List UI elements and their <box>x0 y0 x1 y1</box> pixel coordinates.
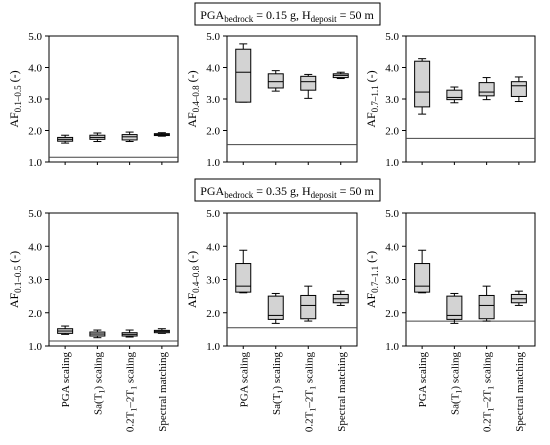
box-3 <box>121 131 138 143</box>
box-1 <box>414 249 431 294</box>
y-tick-label: 4.0 <box>385 241 399 253</box>
box-iqr <box>235 48 252 103</box>
y-tick-label: 4.0 <box>206 63 220 75</box>
x-tick-label: 0.2T1–2T1 scaling <box>482 352 496 433</box>
x-tick-label: Spectral matching <box>157 352 169 432</box>
y-tick-label: 5.0 <box>206 208 220 220</box>
y-tick-label: 3.0 <box>28 275 42 287</box>
condition-banner: PGAbedrock = 0.35 g, Hdeposit = 50 m <box>194 178 381 202</box>
box-1 <box>235 43 252 103</box>
banner-box <box>194 178 381 202</box>
box-3 <box>478 285 495 322</box>
y-tick-label: 4.0 <box>385 63 399 75</box>
box-4 <box>332 71 349 80</box>
y-tick-label: 2.0 <box>28 308 42 320</box>
box-2 <box>446 292 463 324</box>
box-iqr <box>414 263 431 293</box>
y-axis-label: AF0.1–0.5 (-) <box>7 251 23 308</box>
y-tick-label: 1.0 <box>385 341 399 353</box>
y-tick-label: 2.0 <box>28 126 42 138</box>
y-tick-label: 2.0 <box>206 308 220 320</box>
y-tick-label: 1.0 <box>385 157 399 169</box>
box-3 <box>300 285 317 322</box>
y-tick-label: 5.0 <box>28 31 42 43</box>
x-tick-label: 0.2T1–2T1 scaling <box>303 352 317 433</box>
box-4 <box>510 290 527 306</box>
y-tick-label: 5.0 <box>385 208 399 220</box>
box-2 <box>89 329 106 339</box>
panel-bottom-2: 1.0 2.0 3.0 4.0 5.0 AF0.4–0.8 (-) PGA scaling S… <box>185 208 358 433</box>
y-tick-label: 5.0 <box>385 31 399 43</box>
box-4 <box>510 76 527 103</box>
box-iqr <box>300 294 317 320</box>
y-tick-label: 4.0 <box>206 241 220 253</box>
y-tick-label: 4.0 <box>28 63 42 75</box>
box-iqr <box>235 263 252 293</box>
box-iqr <box>414 60 431 108</box>
y-tick-label: 1.0 <box>28 157 42 169</box>
box-iqr <box>510 81 527 97</box>
x-tick-label: PGA scaling <box>238 352 250 408</box>
box-3 <box>121 329 138 338</box>
box-4 <box>332 290 349 306</box>
y-tick-label: 4.0 <box>28 241 42 253</box>
banner-text: PGAbedrock = 0.15 g, Hdeposit = 50 m <box>200 8 374 24</box>
box-2 <box>446 86 463 104</box>
box-1 <box>57 325 74 335</box>
banner-text: PGAbedrock = 0.35 g, Hdeposit = 50 m <box>200 184 374 200</box>
box-1 <box>235 249 252 294</box>
box-iqr <box>478 82 495 97</box>
panel-bottom-3: 1.0 2.0 3.0 4.0 5.0 AF0.7–1.1 (-) PGA scaling S… <box>364 208 536 433</box>
box-4 <box>153 132 170 137</box>
y-axis-label: AF0.7–1.1 (-) <box>364 70 380 127</box>
panel-bottom-1: 1.0 2.0 3.0 4.0 5.0 AF0.1–0.5 (-) PGA scaling S… <box>7 208 179 433</box>
box-iqr <box>446 89 463 101</box>
x-tick-label: 0.2T1–2T1 scaling <box>125 352 139 433</box>
y-tick-label: 2.0 <box>385 126 399 138</box>
banner-box <box>194 2 381 26</box>
y-tick-label: 1.0 <box>28 341 42 353</box>
box-iqr <box>300 75 317 91</box>
box-3 <box>478 77 495 101</box>
y-axis-label: AF0.4–0.8 (-) <box>185 251 201 308</box>
x-tick-label: Spectral matching <box>336 352 348 432</box>
box-1 <box>414 58 431 115</box>
box-2 <box>267 292 284 324</box>
box-iqr <box>267 73 284 89</box>
y-axis-label: AF0.7–1.1 (-) <box>364 251 380 308</box>
y-tick-label: 5.0 <box>206 31 220 43</box>
y-tick-label: 2.0 <box>206 126 220 138</box>
x-tick-label: Sa(T1) scaling <box>92 352 106 415</box>
y-tick-label: 3.0 <box>206 275 220 287</box>
box-2 <box>89 132 106 143</box>
x-tick-label: PGA scaling <box>60 352 72 408</box>
box-2 <box>267 70 284 92</box>
x-tick-label: Sa(T1) scaling <box>449 352 463 415</box>
condition-banner: PGAbedrock = 0.15 g, Hdeposit = 50 m <box>194 2 381 26</box>
y-axis-label: AF0.1–0.5 (-) <box>7 70 23 127</box>
y-tick-label: 1.0 <box>206 341 220 353</box>
x-tick-label: PGA scaling <box>417 352 429 408</box>
box-3 <box>300 73 317 99</box>
y-tick-label: 5.0 <box>28 208 42 220</box>
panel-top-1: 1.0 2.0 3.0 4.0 5.0 AF0.1–0.5 (-) <box>7 31 179 169</box>
y-tick-label: 3.0 <box>206 94 220 106</box>
box-1 <box>57 134 74 144</box>
box-iqr <box>267 295 284 320</box>
y-axis-label: AF0.4–0.8 (-) <box>185 70 201 127</box>
box-iqr <box>446 295 463 320</box>
panel-top-3: 1.0 2.0 3.0 4.0 5.0 AF0.7–1.1 (-) <box>364 31 536 169</box>
x-tick-label: Sa(T1) scaling <box>271 352 285 415</box>
panel-top-2: 1.0 2.0 3.0 4.0 5.0 AF0.4–0.8 (-) <box>185 31 358 169</box>
x-tick-label: Spectral matching <box>514 352 526 432</box>
y-tick-label: 3.0 <box>385 94 399 106</box>
box-4 <box>153 328 170 334</box>
box-iqr <box>478 294 495 320</box>
y-tick-label: 1.0 <box>206 157 220 169</box>
y-tick-label: 2.0 <box>385 308 399 320</box>
y-tick-label: 3.0 <box>28 94 42 106</box>
y-tick-label: 3.0 <box>385 275 399 287</box>
